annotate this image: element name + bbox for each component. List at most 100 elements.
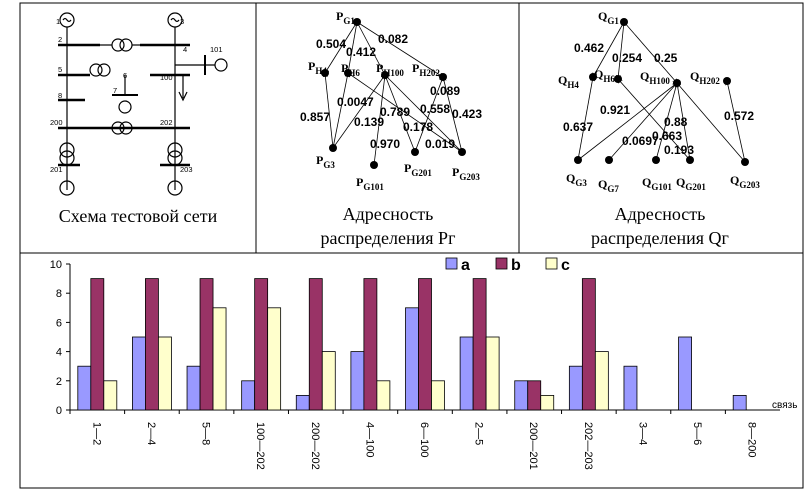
bar-b <box>254 278 269 411</box>
bar-b <box>472 278 487 411</box>
graph-edge <box>655 83 677 161</box>
edge-weight-label: 0.178 <box>403 120 433 134</box>
x-tick-label: 5—8 <box>200 422 212 445</box>
x-tick-label: 2—5 <box>473 422 485 445</box>
bar-c <box>431 380 445 411</box>
bus-label: 203 <box>180 165 193 174</box>
node-label: QG3 <box>566 171 587 188</box>
bar-b <box>527 380 542 411</box>
legend-swatch-b <box>495 257 508 270</box>
bus-label: 1 <box>56 17 60 26</box>
bar-c <box>103 380 118 411</box>
y-tick-label: 2 <box>56 376 62 388</box>
node-label: PG1 <box>336 9 355 26</box>
graph-edge <box>414 77 443 153</box>
legend-swatch-c <box>545 257 558 270</box>
x-tick-label: 3—4 <box>636 422 648 445</box>
graph-node <box>574 156 582 164</box>
bar-c <box>485 336 500 411</box>
graph-edge <box>618 79 691 161</box>
edge-weight-label: 0.572 <box>724 109 754 123</box>
bar-a <box>405 307 419 411</box>
bus-label: 2 <box>58 35 62 44</box>
node-label: PH4 <box>308 59 327 76</box>
edge-weight-label: 0.423 <box>452 107 482 121</box>
bar-b <box>418 278 432 411</box>
bar-a <box>678 336 692 411</box>
graph-edge <box>385 75 416 153</box>
graph-edge <box>577 83 677 161</box>
graph-edge <box>325 21 358 73</box>
node-label: QG7 <box>598 177 619 194</box>
network-scheme-diagram <box>58 12 228 196</box>
bus-label: 8 <box>58 91 62 100</box>
bus-label: 3 <box>180 17 184 26</box>
bar-b <box>199 278 214 411</box>
graph-node <box>381 71 389 79</box>
bar-c <box>267 307 282 411</box>
graph-node <box>353 18 361 26</box>
bar-a <box>350 351 365 411</box>
edge-weight-label: 0.637 <box>563 120 593 134</box>
qg-title-line2: распределения Qг <box>591 228 729 248</box>
edge-weight-label: 0.139 <box>354 115 384 129</box>
bus-label: 100 <box>160 73 173 82</box>
graph-edge <box>623 21 677 83</box>
edge-weight-label: 0.88 <box>664 115 688 129</box>
bar-a <box>186 365 201 411</box>
x-tick-label: 1—2 <box>90 422 102 445</box>
edge-weight-label: 0.0697 <box>622 134 659 148</box>
graph-node <box>344 69 352 77</box>
graph-edge <box>332 75 385 149</box>
bar-c <box>376 380 391 411</box>
x-tick-label: 202—203 <box>582 422 594 470</box>
bar-c <box>594 351 609 411</box>
graph-node <box>686 156 694 164</box>
x-tick-label: 100—202 <box>254 422 266 470</box>
graph-edge <box>325 73 334 149</box>
graph-edge <box>356 21 385 75</box>
node-label: QH100 <box>640 69 670 86</box>
edge-weight-label: 0.089 <box>430 84 460 98</box>
graph-edge <box>385 75 463 153</box>
graph-edge <box>618 21 625 79</box>
edge-weight-label: 0.019 <box>425 137 455 151</box>
pg-distribution-graph: PG1 PH4 PH6 PH100 PH202 PG3 PG101 PG201 PG203 0.5… <box>300 9 482 192</box>
graph-node <box>589 73 597 81</box>
x-tick-label: 200—201 <box>527 422 539 470</box>
bar-c <box>158 336 172 411</box>
bus-label: 200 <box>50 118 63 127</box>
x-tick-label: 6—100 <box>418 422 430 457</box>
bar-b <box>363 278 378 411</box>
scheme-title: Схема тестовой сети <box>59 206 218 226</box>
bar-chart: 0 2 4 6 8 10 1—2 2—4 5—8 100—202 200—202 4—100 6—100… <box>50 257 798 470</box>
node-label: QH4 <box>558 73 579 90</box>
bar-c <box>321 351 336 411</box>
node-label: QH202 <box>690 69 720 86</box>
node-label: PG201 <box>404 161 432 178</box>
graph-edge <box>373 75 385 166</box>
node-label: PH100 <box>376 61 404 78</box>
bar-a <box>514 380 529 411</box>
graph-edge <box>608 83 677 161</box>
bar-c <box>212 307 227 411</box>
qg-distribution-graph: QG1 QH4 QH6 QH100 QH202 QG3 QG7 QG101 QG201 QG203… <box>558 9 760 194</box>
edge-weight-label: 0.25 <box>654 51 678 65</box>
bar-a <box>732 394 747 411</box>
node-label: PH202 <box>412 61 440 78</box>
bar-c <box>540 394 555 411</box>
bus-label: 4 <box>183 45 187 54</box>
edge-weight-label: 0.082 <box>378 32 408 46</box>
graph-node <box>741 158 749 166</box>
pg-title-line1: Адресность <box>343 204 434 224</box>
bus-label: 202 <box>160 118 173 127</box>
graph-edge <box>727 81 746 163</box>
graph-edge <box>443 77 463 153</box>
graph-node <box>673 79 681 87</box>
graph-node <box>321 69 329 77</box>
graph-edge <box>677 83 691 161</box>
legend-label-a: a <box>461 257 470 274</box>
edge-weight-label: 0.663 <box>652 129 682 143</box>
x-tick-label: 4—100 <box>363 422 375 457</box>
